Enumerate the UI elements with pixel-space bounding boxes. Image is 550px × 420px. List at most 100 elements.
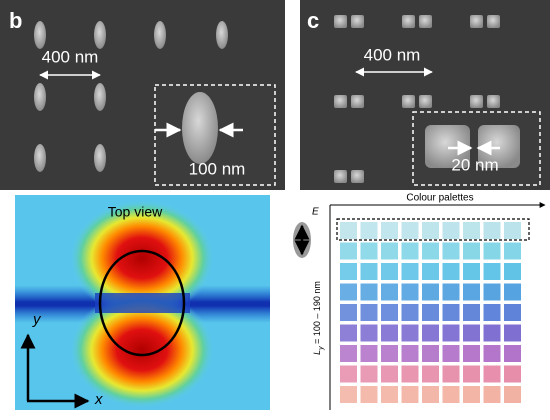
palette-cell bbox=[483, 365, 501, 383]
palette-cell bbox=[381, 283, 398, 301]
palette-cell bbox=[504, 263, 521, 280]
nanodisk bbox=[216, 21, 228, 49]
palette-cell bbox=[442, 263, 460, 280]
nanodisk bbox=[34, 21, 46, 49]
palette-cell bbox=[483, 222, 501, 239]
palette-cell bbox=[401, 324, 419, 342]
palette-cell bbox=[442, 283, 460, 301]
palette-cell bbox=[422, 345, 439, 362]
palette-cell bbox=[360, 365, 378, 383]
palette-cell bbox=[360, 345, 378, 362]
panel-label: b bbox=[9, 8, 22, 33]
nanosquares bbox=[334, 15, 500, 183]
palette-cell bbox=[504, 222, 521, 239]
field-lobe bbox=[70, 292, 214, 408]
square-large bbox=[478, 125, 520, 168]
palette-cell bbox=[401, 365, 419, 383]
size-label: 100 nm bbox=[189, 159, 246, 178]
axis-y-label: y bbox=[32, 311, 42, 328]
nanosquare bbox=[334, 15, 347, 28]
palette-cell bbox=[483, 324, 501, 342]
palette-cell bbox=[463, 324, 480, 342]
palette-cell bbox=[360, 222, 378, 239]
palette-cell bbox=[340, 283, 357, 301]
palette-cell bbox=[340, 324, 357, 342]
palette-cell bbox=[401, 222, 419, 239]
palette-cell bbox=[442, 304, 460, 321]
palette-cell bbox=[381, 242, 398, 260]
palette-cell bbox=[463, 365, 480, 383]
palette-cell bbox=[422, 263, 439, 280]
palette-grid bbox=[340, 222, 521, 403]
nanosquare bbox=[351, 15, 364, 28]
nanosquare bbox=[470, 15, 483, 28]
palette-cell bbox=[483, 304, 501, 321]
palette-cell bbox=[463, 304, 480, 321]
nanodisk bbox=[34, 83, 46, 111]
palette-cell bbox=[483, 242, 501, 260]
palette-cell bbox=[340, 386, 357, 403]
palette-cell bbox=[422, 283, 439, 301]
square-large bbox=[425, 125, 470, 168]
nanosquare bbox=[351, 170, 364, 183]
palette-cell bbox=[442, 242, 460, 260]
palette-cell bbox=[340, 345, 357, 362]
palette-cell bbox=[504, 365, 521, 383]
palette-cell bbox=[483, 263, 501, 280]
palette-cell bbox=[401, 386, 419, 403]
nanosquare bbox=[470, 95, 483, 108]
nanosquare bbox=[351, 95, 364, 108]
nanosquare bbox=[402, 15, 415, 28]
palette-cell bbox=[340, 304, 357, 321]
palette-cell bbox=[401, 263, 419, 280]
nanosquare bbox=[334, 95, 347, 108]
nanosquare bbox=[487, 15, 500, 28]
palette-cell bbox=[340, 365, 357, 383]
palette-cell bbox=[381, 345, 398, 362]
nanodisks bbox=[34, 21, 228, 172]
palette-cell bbox=[442, 345, 460, 362]
palette-cell bbox=[360, 386, 378, 403]
palette-cell bbox=[360, 324, 378, 342]
nanosquare bbox=[419, 95, 432, 108]
palette-cell bbox=[422, 242, 439, 260]
nanodisk bbox=[94, 83, 106, 111]
palette-cell bbox=[381, 324, 398, 342]
palette-cell bbox=[422, 365, 439, 383]
palette-cell bbox=[504, 304, 521, 321]
palette-cell bbox=[401, 283, 419, 301]
palette-cell bbox=[381, 263, 398, 280]
palette-cell bbox=[360, 304, 378, 321]
palette-cell bbox=[422, 386, 439, 403]
palette-cell bbox=[442, 365, 460, 383]
palette-title: Colour palettes bbox=[406, 193, 473, 204]
nanosquare bbox=[419, 15, 432, 28]
length-symbol: L bbox=[312, 350, 322, 355]
spacing-label: 400 nm bbox=[364, 45, 421, 64]
palette-cell bbox=[381, 365, 398, 383]
palette-cell bbox=[483, 386, 501, 403]
field-label: E bbox=[312, 207, 319, 218]
palette-cell bbox=[463, 222, 480, 239]
palette-cell bbox=[401, 304, 419, 321]
field-center bbox=[95, 293, 190, 313]
palette-cell bbox=[381, 304, 398, 321]
palette-cell bbox=[360, 283, 378, 301]
palette-cell bbox=[422, 324, 439, 342]
palette-cell bbox=[483, 283, 501, 301]
palette-cell bbox=[463, 283, 480, 301]
palette-cell bbox=[340, 263, 357, 280]
spacing-label: 400 nm bbox=[42, 47, 99, 66]
palette-cell bbox=[463, 386, 480, 403]
palette-cell bbox=[463, 242, 480, 260]
palette-cell bbox=[422, 304, 439, 321]
palette-cell bbox=[483, 345, 501, 362]
highlight-box bbox=[336, 218, 530, 241]
length-label: Ly = 100 – 190 nm bbox=[312, 281, 324, 355]
view-label: Top view bbox=[108, 204, 163, 220]
palette-cell bbox=[442, 324, 460, 342]
field-lobe bbox=[70, 200, 214, 316]
nanodisk bbox=[34, 144, 46, 172]
